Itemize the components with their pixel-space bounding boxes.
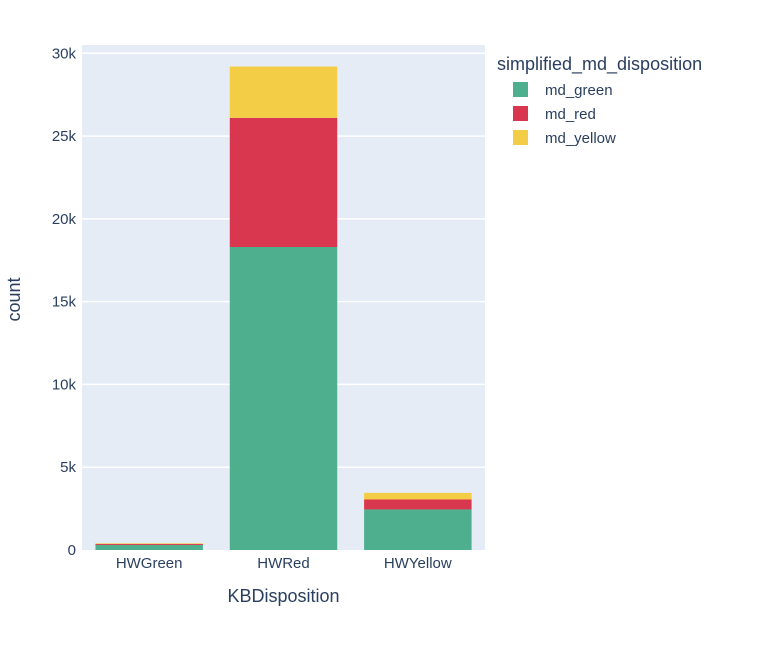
legend-label: md_yellow — [545, 130, 616, 147]
y-tick-label: 30k — [52, 45, 77, 62]
y-tick-label: 5k — [60, 459, 76, 476]
y-axis-title: count — [4, 277, 24, 321]
legend-item-md_green[interactable]: md_green — [513, 82, 613, 99]
legend-item-md_red[interactable]: md_red — [513, 106, 596, 123]
bar-HWRed-md_green[interactable] — [229, 247, 338, 550]
bar-HWYellow-md_red[interactable] — [364, 499, 472, 510]
y-tick-label: 25k — [52, 128, 77, 145]
y-tick-label: 0 — [68, 542, 76, 559]
x-axis-title: KBDisposition — [227, 586, 339, 606]
bar-HWGreen-md_red[interactable] — [95, 544, 203, 546]
legend-label: md_green — [545, 82, 613, 99]
legend-title: simplified_md_disposition — [497, 54, 702, 75]
bars — [95, 66, 472, 550]
legend-item-md_yellow[interactable]: md_yellow — [513, 130, 616, 147]
bar-HWGreen-md_green[interactable] — [95, 545, 203, 550]
bar-HWYellow-md_yellow[interactable] — [364, 492, 472, 500]
x-tick-label: HWGreen — [116, 555, 183, 572]
y-tick-label: 15k — [52, 294, 77, 311]
legend-label: md_red — [545, 106, 596, 123]
bar-HWRed-md_red[interactable] — [229, 117, 338, 247]
x-axis-ticks: HWGreen HWRed HWYellow — [116, 555, 452, 572]
y-tick-label: 10k — [52, 376, 77, 393]
legend-swatch — [513, 130, 528, 145]
legend-swatch — [513, 106, 528, 121]
bar-HWYellow-md_green[interactable] — [364, 509, 472, 550]
x-tick-label: HWYellow — [384, 555, 452, 572]
y-axis-ticks: 0 5k 10k 15k 20k 25k 30k — [52, 45, 77, 559]
bar-HWRed-md_yellow[interactable] — [229, 66, 338, 118]
y-tick-label: 20k — [52, 211, 77, 228]
bar-HWGreen-md_yellow[interactable] — [95, 543, 203, 545]
x-tick-label: HWRed — [257, 555, 310, 572]
legend[interactable]: simplified_md_disposition md_green md_red… — [497, 54, 702, 147]
legend-swatch — [513, 82, 528, 97]
